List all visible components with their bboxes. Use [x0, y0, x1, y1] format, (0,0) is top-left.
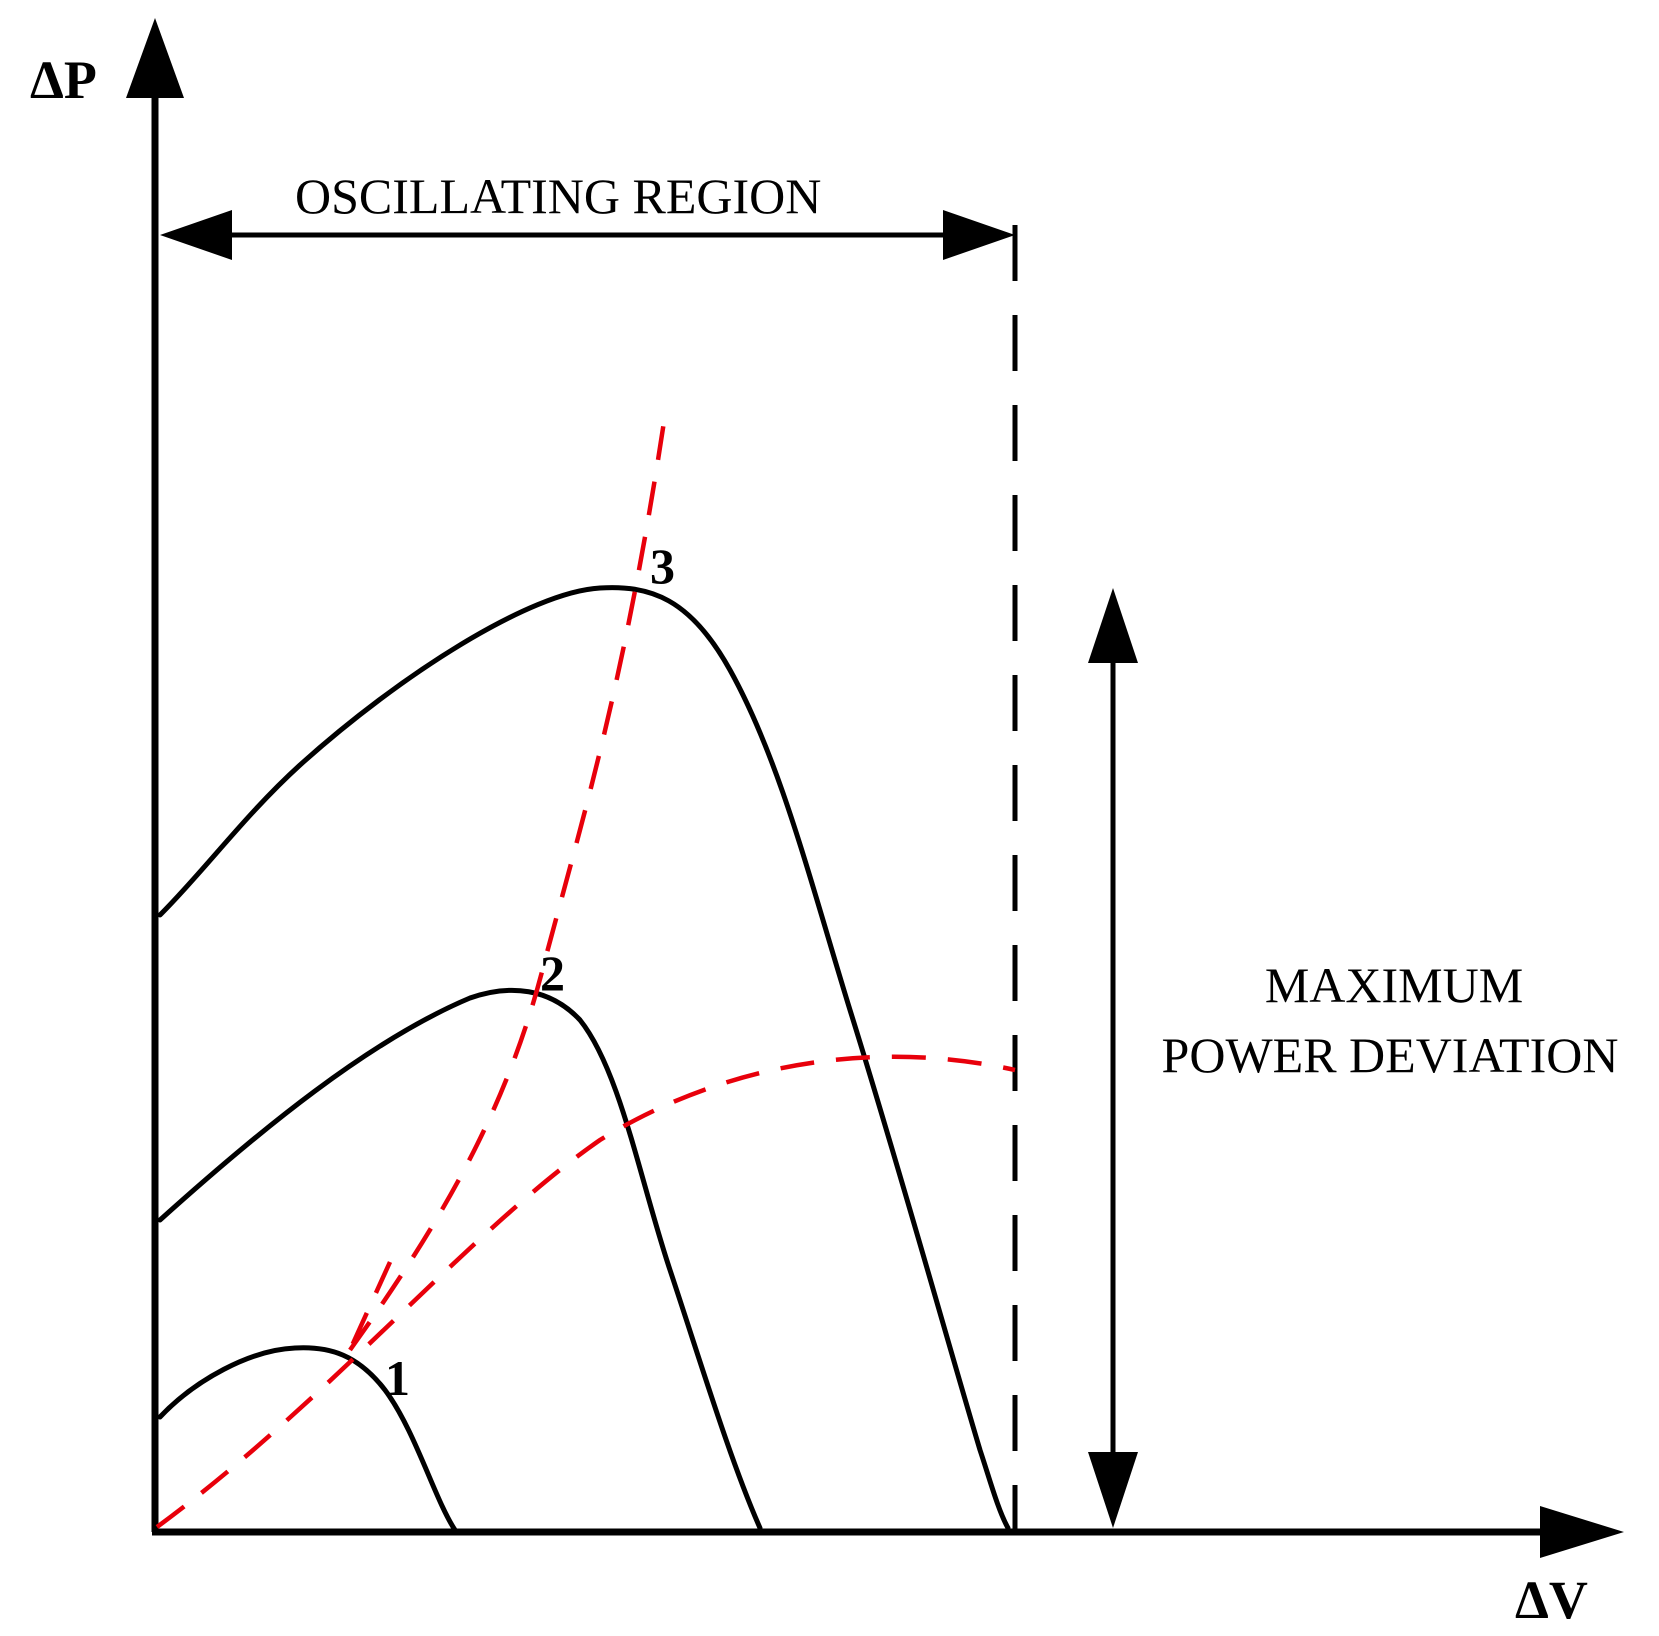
curve-1-label: 1	[385, 1350, 410, 1406]
curve-2-label: 2	[540, 945, 565, 1001]
curve-2	[157, 987, 763, 1531]
oscillating-region-label: OSCILLATING REGION	[295, 168, 821, 224]
curve-3-label: 3	[650, 538, 675, 594]
peak-locus-dashed	[348, 414, 668, 1352]
max-power-bottom-arrowhead	[1088, 1452, 1138, 1528]
max-power-label-line2: POWER DEVIATION	[1162, 1027, 1619, 1083]
y-axis-arrowhead	[126, 18, 184, 98]
x-axis-arrowhead	[1540, 1506, 1624, 1558]
x-axis-label: ΔV	[1515, 1570, 1588, 1630]
max-power-top-arrowhead	[1088, 588, 1138, 663]
power-locus-dashed	[155, 1054, 1016, 1529]
locus-arrow-mark-1	[347, 1261, 393, 1351]
curve-3	[157, 585, 1011, 1531]
y-axis-label: ΔP	[30, 50, 97, 110]
oscillating-region-left-arrowhead	[160, 210, 232, 260]
oscillating-region-right-arrowhead	[943, 210, 1015, 260]
max-power-label-line1: MAXIMUM	[1265, 957, 1523, 1013]
curve-1	[157, 1345, 458, 1533]
